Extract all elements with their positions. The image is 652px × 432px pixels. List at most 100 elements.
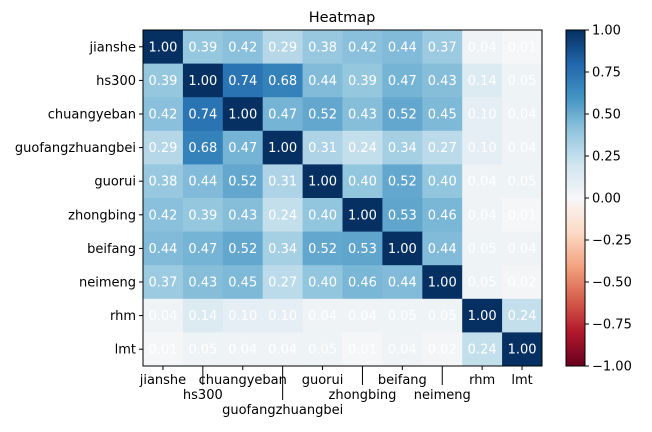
heatmap-cell — [222, 97, 264, 132]
heatmap-cell — [462, 332, 503, 367]
cell-value-label: 0.24 — [468, 343, 497, 358]
cell-value-label: 0.05 — [508, 175, 537, 190]
heatmap-cell — [502, 63, 543, 98]
cell-value-label: 0.27 — [428, 141, 457, 156]
cell-value-label: 0.04 — [228, 343, 257, 358]
cell-value-label: 0.44 — [428, 242, 457, 257]
cell-value-label: 0.10 — [468, 108, 497, 123]
heatmap-cell — [262, 63, 304, 98]
x-tick-label: guofangzhuangbei — [222, 403, 343, 418]
cell-value-label: 0.31 — [308, 141, 337, 156]
heatmap-cell — [422, 164, 463, 199]
cell-value-label: 0.04 — [508, 108, 537, 123]
y-tick-label: neimeng — [79, 276, 136, 291]
x-tick-label: zhongbing — [329, 388, 397, 403]
cell-value-label: 0.37 — [148, 276, 177, 291]
cell-value-label: 0.37 — [428, 40, 457, 55]
y-tick-label: beifang — [87, 242, 136, 257]
colorbar-tick-label: 0.00 — [592, 192, 621, 207]
x-tick-label: hs300 — [183, 388, 223, 403]
cell-value-label: 0.42 — [228, 40, 257, 55]
heatmap-cell — [342, 332, 383, 367]
cell-value-label: 1.00 — [228, 108, 257, 123]
heatmap-cell — [422, 265, 463, 300]
heatmap-cell — [382, 265, 423, 300]
cell-value-label: 0.44 — [388, 40, 417, 55]
cell-annotations: 1.00 0.39 0.42 0.29 0.38 0.42 0.44 0.37 0.04 0.01… — [148, 40, 536, 357]
heatmap-cell — [342, 63, 383, 98]
cell-value-label: 0.29 — [268, 40, 297, 55]
colorbar-ticks: 1.00 0.75 0.50 0.25 0.00 −0.25 −0.50 −0.75 −1.00 — [585, 24, 632, 375]
heatmap-cell — [342, 97, 383, 132]
x-tick-label: guorui — [302, 373, 344, 388]
cell-value-label: 0.40 — [428, 175, 457, 190]
cell-value-label: 0.24 — [268, 208, 297, 223]
heatmap-cell — [222, 198, 264, 233]
heatmap-cell — [182, 164, 224, 199]
heatmap-cell — [302, 298, 343, 333]
cell-value-label: 1.00 — [188, 74, 217, 89]
heatmap-cell — [182, 198, 224, 233]
x-tick-label: chuangyeban — [199, 373, 287, 388]
heatmap-cell — [302, 231, 343, 266]
heatmap-cell — [222, 298, 264, 333]
heatmap-cell — [462, 63, 503, 98]
colorbar-tick-label: 0.50 — [592, 108, 621, 123]
cell-value-label: 0.04 — [388, 343, 417, 358]
heatmap-cell — [143, 30, 184, 65]
heatmap-cell — [222, 231, 264, 266]
heatmap-cell — [262, 265, 304, 300]
heatmap-cell — [382, 97, 423, 132]
cell-value-label: 0.47 — [268, 108, 297, 123]
cell-value-label: 0.05 — [308, 343, 337, 358]
heatmap-cell — [182, 332, 224, 367]
cell-value-label: 0.40 — [308, 276, 337, 291]
heatmap-cell — [182, 63, 224, 98]
heatmap-cell — [262, 298, 304, 333]
heatmap-cell — [422, 97, 463, 132]
heatmap-cell — [502, 298, 543, 333]
cell-value-label: 0.44 — [308, 74, 337, 89]
heatmap-cell — [262, 231, 304, 266]
heatmap-cell — [342, 130, 383, 165]
cell-value-label: 0.43 — [428, 74, 457, 89]
cell-value-label: 0.52 — [388, 108, 417, 123]
cell-value-label: 1.00 — [308, 175, 337, 190]
heatmap-cells — [143, 30, 543, 367]
heatmap-cell — [422, 231, 463, 266]
heatmap-cell — [462, 298, 503, 333]
cell-value-label: 0.04 — [308, 309, 337, 324]
heatmap-cell — [342, 164, 383, 199]
heatmap-cell — [342, 265, 383, 300]
cell-value-label: 0.47 — [388, 74, 417, 89]
cell-value-label: 1.00 — [468, 309, 497, 324]
cell-value-label: 0.39 — [188, 40, 217, 55]
cell-value-label: 0.04 — [268, 343, 297, 358]
heatmap-cell — [302, 265, 343, 300]
heatmap-cell — [502, 97, 543, 132]
heatmap-cell — [502, 198, 543, 233]
heatmap-cell — [182, 97, 224, 132]
cell-value-label: 0.45 — [228, 276, 257, 291]
x-tick-label: rhm — [469, 373, 495, 388]
cell-value-label: 0.53 — [348, 242, 377, 257]
cell-value-label: 0.04 — [468, 175, 497, 190]
cell-value-label: 0.40 — [348, 175, 377, 190]
heatmap-cell — [302, 97, 343, 132]
cell-value-label: 0.68 — [268, 74, 297, 89]
heatmap-cell — [342, 30, 383, 65]
heatmap-cell — [382, 332, 423, 367]
cell-value-label: 0.45 — [428, 108, 457, 123]
heatmap-cell — [422, 298, 463, 333]
heatmap-cell — [462, 164, 503, 199]
cell-value-label: 0.02 — [428, 343, 457, 358]
cell-value-label: 1.00 — [268, 141, 297, 156]
cell-value-label: 0.01 — [148, 343, 177, 358]
cell-value-label: 0.34 — [388, 141, 417, 156]
cell-value-label: 0.05 — [428, 309, 457, 324]
heatmap-cell — [302, 130, 343, 165]
y-tick-label: chuangyeban — [48, 108, 136, 123]
heatmap-cell — [382, 63, 423, 98]
